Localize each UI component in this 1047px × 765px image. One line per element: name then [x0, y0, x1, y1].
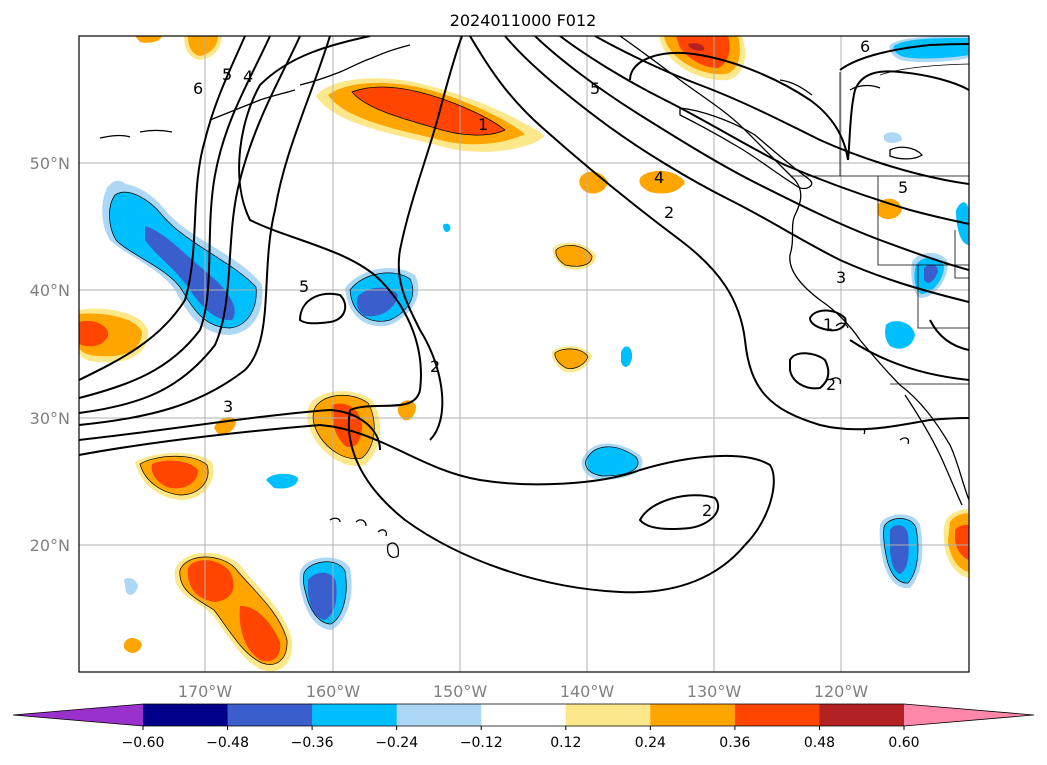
contour-label: 5 — [222, 65, 232, 84]
contour-label: 2 — [826, 375, 836, 394]
contour-label: 2 — [702, 501, 712, 520]
filled-region-orange-hawaii-west — [135, 452, 214, 500]
map-panel: 6 5 4 1 5 2 4 5 3 1 2 5 2 3 2 6 — [78, 35, 970, 673]
contour-label: 3 — [223, 397, 233, 416]
colorbar-extend-max — [904, 704, 1034, 726]
colorbar: −0.60 −0.48 −0.36 −0.24 −0.12 0.12 0.24 0.36 0.4… — [12, 703, 1035, 751]
coastlines — [99, 36, 969, 559]
colorbar-extend-min — [13, 704, 143, 726]
contour-label: 5 — [590, 79, 600, 98]
lon-label: 150°W — [433, 682, 488, 701]
map-title: 2024011000 F012 — [450, 11, 597, 30]
filled-region-blue-south — [299, 557, 352, 630]
colorbar-bin — [143, 704, 229, 726]
lon-label: 140°W — [560, 682, 615, 701]
contour-label: 6 — [193, 79, 203, 98]
colorbar-bin — [227, 704, 313, 726]
contour-label: 4 — [243, 67, 253, 86]
colorbar-tick-label: −0.24 — [375, 735, 418, 751]
lon-label: 120°W — [814, 682, 869, 701]
contour-label: 2 — [430, 357, 440, 376]
lat-label: 40°N — [30, 281, 70, 300]
lat-label: 20°N — [30, 536, 70, 555]
colorbar-tick-label: 0.36 — [719, 735, 750, 751]
colorbar-tick-label: −0.12 — [460, 735, 503, 751]
contour-lines — [79, 36, 969, 594]
contour-label: 4 — [654, 168, 664, 187]
lon-label: 170°W — [178, 682, 233, 701]
colorbar-tick-label: 0.24 — [635, 735, 666, 751]
colorbar-tick-label: 0.60 — [888, 735, 919, 751]
colorbar-bin — [819, 704, 905, 726]
filled-region-orange-low-alaska — [316, 78, 545, 152]
colorbar-bin — [396, 704, 482, 726]
filled-regions-layer — [79, 36, 969, 672]
contour-label: 1 — [478, 115, 488, 134]
colorbar-bin — [650, 704, 736, 726]
colorbar-bin — [565, 704, 651, 726]
colorbar-tick-label: −0.48 — [206, 735, 249, 751]
colorbar-tick-label: 0.12 — [550, 735, 581, 751]
colorbar-bin — [481, 704, 567, 726]
lat-label: 30°N — [30, 409, 70, 428]
contour-label: 3 — [836, 268, 846, 287]
contour-label: 2 — [664, 203, 674, 222]
lon-label: 160°W — [306, 682, 361, 701]
filled-region-orange-south-west — [124, 552, 293, 672]
colorbar-tick-label: −0.60 — [122, 735, 165, 751]
filled-region-orange-west — [79, 308, 149, 363]
contour-label: 6 — [860, 37, 870, 56]
contour-labels: 6 5 4 1 5 2 4 5 3 1 2 5 2 3 2 6 — [193, 37, 908, 520]
latitude-labels: 20°N 30°N 40°N 50°N — [30, 154, 70, 555]
lon-label: 130°W — [687, 682, 742, 701]
map-frame — [78, 35, 970, 673]
colorbar-tick-label: 0.48 — [804, 735, 835, 751]
longitude-labels: 170°W 160°W 150°W 140°W 130°W 120°W — [178, 682, 869, 701]
contour-label: 5 — [898, 178, 908, 197]
filled-region-orange-mexico — [943, 509, 969, 578]
contour-label: 5 — [299, 277, 309, 296]
filled-region-small-blobs — [110, 132, 969, 595]
lat-label: 50°N — [30, 154, 70, 173]
colorbar-bin — [312, 704, 398, 726]
colorbar-tick-label: −0.36 — [291, 735, 334, 751]
colorbar-bin — [734, 704, 820, 726]
region-outlines — [109, 86, 919, 665]
political-borders — [790, 63, 969, 385]
filled-region-blue-canada — [889, 36, 969, 63]
contour-label: 1 — [823, 315, 833, 334]
